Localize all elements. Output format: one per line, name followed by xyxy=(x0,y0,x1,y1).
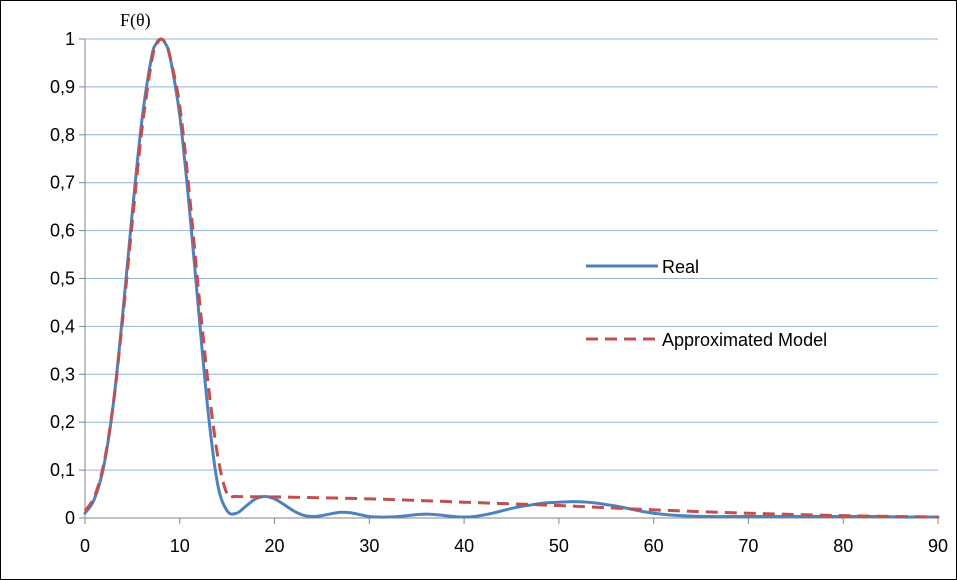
x-tick-label-9: 90 xyxy=(928,536,948,556)
x-tick-label-2: 20 xyxy=(265,536,285,556)
x-tick-label-5: 50 xyxy=(549,536,569,556)
y-tick-label-1: 0,1 xyxy=(50,460,75,480)
y-tick-label-7: 0,7 xyxy=(50,173,75,193)
y-tick-label-3: 0,3 xyxy=(50,364,75,384)
series-line-real xyxy=(83,37,940,519)
axes xyxy=(79,38,939,524)
legend-label-real: Real xyxy=(662,257,699,277)
series-lines xyxy=(83,37,940,519)
series-line-approximated-model xyxy=(83,37,939,519)
legend-label-approximated-model: Approximated Model xyxy=(662,330,827,350)
y-tick-label-4: 0,4 xyxy=(50,316,75,336)
x-tick-label-6: 60 xyxy=(644,536,664,556)
x-tick-label-3: 30 xyxy=(359,536,379,556)
legend: Real Approximated Model xyxy=(586,257,827,350)
y-axis-title: F(θ) xyxy=(120,10,151,31)
y-tick-label-6: 0,6 xyxy=(50,221,75,241)
x-tick-label-4: 40 xyxy=(454,536,474,556)
x-tick-label-1: 10 xyxy=(170,536,190,556)
x-tick-label-7: 70 xyxy=(738,536,758,556)
y-tick-label-10: 1 xyxy=(65,29,75,49)
y-tick-label-9: 0,9 xyxy=(50,77,75,97)
y-tick-label-2: 0,2 xyxy=(50,412,75,432)
y-tick-label-5: 0,5 xyxy=(50,269,75,289)
x-tick-label-8: 80 xyxy=(833,536,853,556)
x-tick-label-0: 0 xyxy=(80,536,90,556)
y-tick-label-8: 0,8 xyxy=(50,125,75,145)
gridlines xyxy=(85,38,938,471)
tick-labels: 00,10,20,30,40,50,60,70,80,910 10 20 30 40 50… xyxy=(50,29,948,556)
y-tick-label-0: 0 xyxy=(65,508,75,528)
